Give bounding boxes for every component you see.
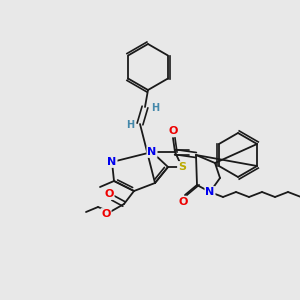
Text: O: O <box>178 197 188 207</box>
Text: H: H <box>151 103 159 113</box>
Text: N: N <box>107 157 117 167</box>
Text: N: N <box>147 147 157 157</box>
Text: N: N <box>206 187 214 197</box>
Text: H: H <box>126 120 134 130</box>
Text: O: O <box>101 209 111 219</box>
Text: O: O <box>168 126 178 136</box>
Text: S: S <box>178 162 186 172</box>
Text: O: O <box>104 189 114 199</box>
